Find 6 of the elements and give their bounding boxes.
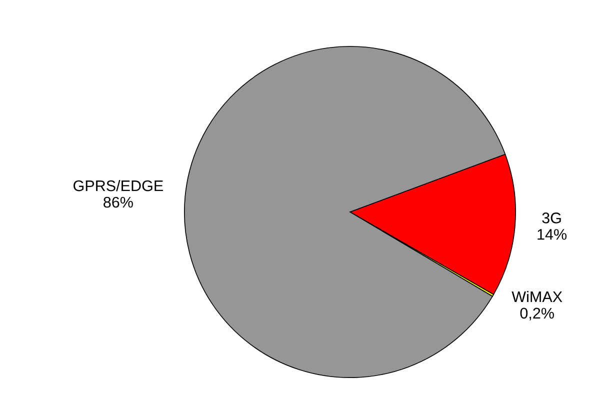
slice-label: WiMAX xyxy=(512,290,562,302)
data-label: 14% xyxy=(538,229,567,240)
slice-label: 3G xyxy=(542,212,561,224)
data-label: 0,2% xyxy=(520,308,554,320)
data-label: 86% xyxy=(104,196,133,208)
slice-label: GPRS/EDGE xyxy=(74,180,163,192)
